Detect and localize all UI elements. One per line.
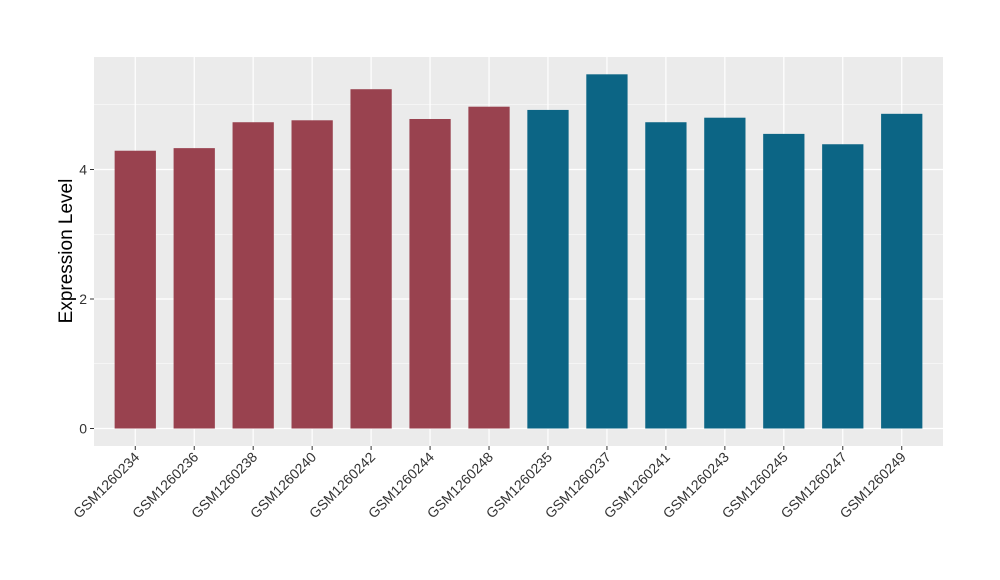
bar-GSM1260247 <box>822 144 864 429</box>
bar-GSM1260235 <box>527 109 569 429</box>
y-tick-label: 0 <box>79 421 87 437</box>
x-axis-ticks: GSM1260234GSM1260236GSM1260238GSM1260240… <box>70 446 909 521</box>
bar-GSM1260241 <box>645 122 687 429</box>
bar-GSM1260243 <box>704 117 746 429</box>
bars <box>114 74 923 429</box>
bar-GSM1260238 <box>232 122 274 429</box>
bar-GSM1260242 <box>350 89 392 429</box>
y-tick-label: 4 <box>79 162 87 178</box>
bar-GSM1260248 <box>468 106 510 429</box>
bar-GSM1260240 <box>291 120 333 429</box>
bar-GSM1260236 <box>173 148 215 429</box>
bar-GSM1260234 <box>114 150 156 429</box>
bar-GSM1260249 <box>881 113 923 429</box>
bar-GSM1260245 <box>763 133 805 429</box>
bar-GSM1260244 <box>409 118 451 429</box>
plot-panel <box>94 57 943 446</box>
y-axis-title: Expression Level <box>56 179 77 324</box>
y-tick-label: 2 <box>79 291 87 307</box>
bar-GSM1260237 <box>586 74 628 429</box>
y-axis-ticks: 0 2 4 <box>79 162 94 437</box>
